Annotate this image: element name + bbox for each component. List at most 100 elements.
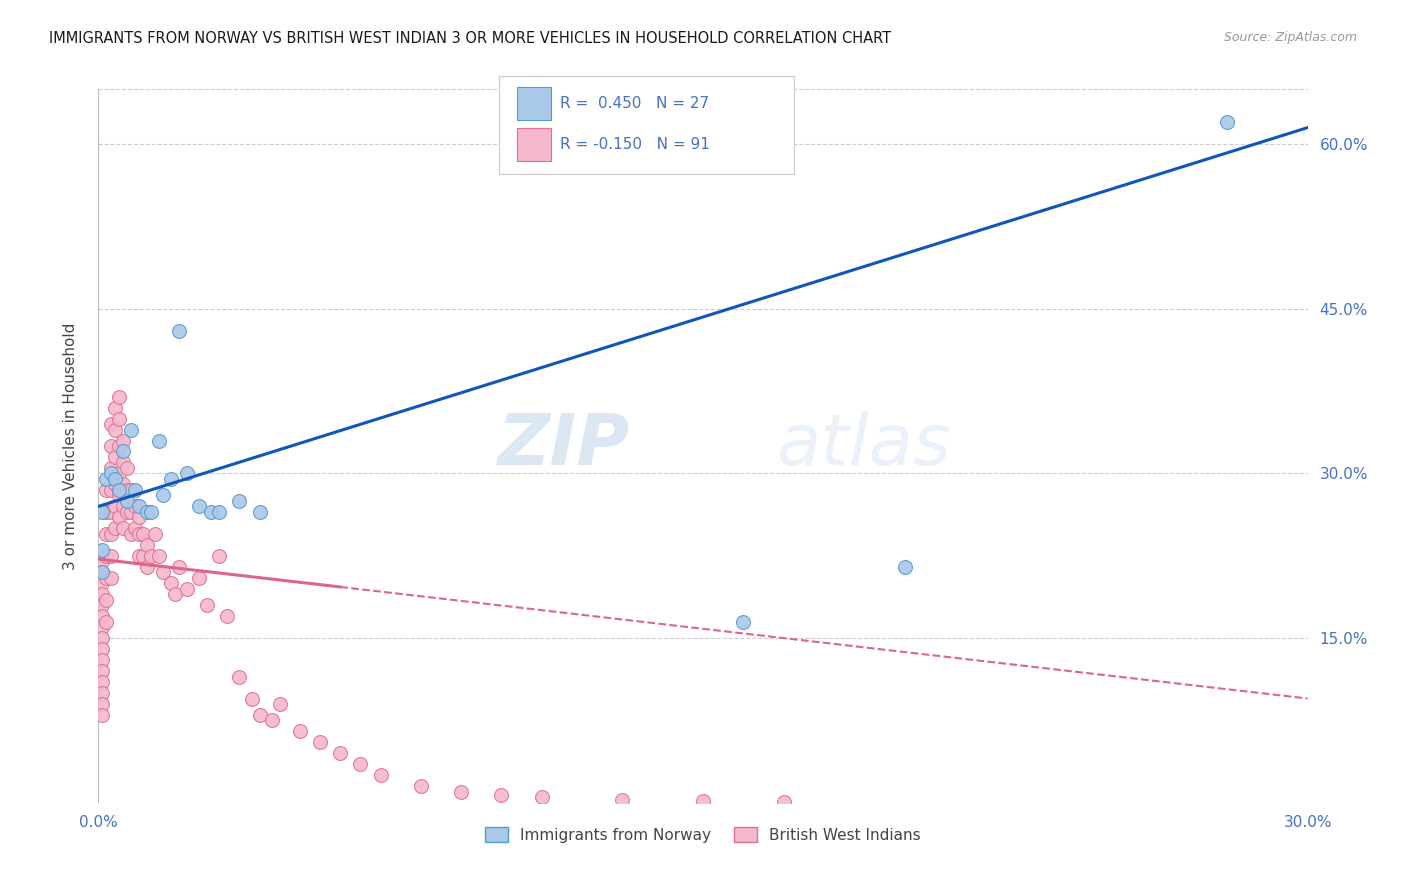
Point: [96, 549, 118, 563]
Point: [176, 582, 198, 596]
Point: [96, 526, 118, 541]
Point: [107, 488, 129, 502]
Point: [208, 505, 231, 519]
Point: [91, 609, 114, 624]
Point: [107, 411, 129, 425]
Point: [148, 434, 170, 448]
Point: [100, 526, 122, 541]
Point: [228, 669, 250, 683]
Point: [100, 571, 122, 585]
Point: [128, 526, 150, 541]
Point: [103, 521, 125, 535]
Point: [124, 521, 146, 535]
Point: [107, 483, 129, 497]
Point: [91, 566, 114, 580]
Point: [96, 571, 118, 585]
Point: [128, 500, 150, 514]
Point: [111, 434, 134, 448]
Point: [115, 461, 138, 475]
Point: [111, 477, 134, 491]
Point: [200, 505, 222, 519]
Point: [152, 488, 174, 502]
Point: [107, 390, 129, 404]
Point: [100, 461, 122, 475]
Point: [240, 691, 263, 706]
Point: [100, 549, 122, 563]
Point: [103, 423, 125, 437]
Point: [128, 549, 150, 563]
Point: [188, 500, 211, 514]
Point: [91, 566, 114, 580]
Point: [530, 790, 553, 805]
Point: [132, 549, 155, 563]
Point: [249, 505, 271, 519]
Point: [167, 559, 190, 574]
Point: [111, 521, 134, 535]
Point: [91, 576, 114, 591]
Point: [893, 559, 915, 574]
Point: [96, 505, 118, 519]
Point: [115, 494, 138, 508]
Point: [91, 505, 114, 519]
Text: atlas: atlas: [776, 411, 950, 481]
Point: [195, 598, 218, 612]
Point: [733, 615, 755, 629]
Point: [100, 467, 122, 481]
Point: [288, 724, 311, 739]
Point: [217, 609, 239, 624]
Point: [120, 483, 142, 497]
Point: [269, 697, 291, 711]
Text: ZIP: ZIP: [498, 411, 630, 481]
Text: Source: ZipAtlas.com: Source: ZipAtlas.com: [1223, 31, 1357, 45]
Point: [612, 792, 634, 806]
Point: [96, 472, 118, 486]
Point: [329, 747, 352, 761]
Point: [96, 483, 118, 497]
Point: [148, 549, 170, 563]
Point: [111, 500, 134, 514]
Point: [163, 587, 186, 601]
Point: [103, 500, 125, 514]
Point: [91, 686, 114, 700]
Point: [100, 505, 122, 519]
Point: [103, 401, 125, 415]
Point: [103, 450, 125, 464]
Point: [128, 510, 150, 524]
Point: [152, 566, 174, 580]
Point: [160, 576, 183, 591]
Point: [100, 483, 122, 497]
Text: IMMIGRANTS FROM NORWAY VS BRITISH WEST INDIAN 3 OR MORE VEHICLES IN HOUSEHOLD CO: IMMIGRANTS FROM NORWAY VS BRITISH WEST I…: [49, 31, 891, 46]
Point: [260, 714, 283, 728]
Point: [91, 631, 114, 645]
Point: [135, 505, 157, 519]
Point: [309, 735, 332, 749]
Point: [91, 642, 114, 657]
Point: [91, 708, 114, 723]
Point: [135, 559, 157, 574]
Point: [91, 554, 114, 568]
Point: [107, 467, 129, 481]
Point: [120, 526, 142, 541]
Point: [100, 417, 122, 431]
Point: [91, 620, 114, 634]
Point: [107, 510, 129, 524]
Point: [409, 780, 432, 794]
Y-axis label: 3 or more Vehicles in Household: 3 or more Vehicles in Household: [63, 322, 77, 570]
Point: [103, 477, 125, 491]
Legend: Immigrants from Norway, British West Indians: Immigrants from Norway, British West Ind…: [479, 821, 927, 848]
Point: [120, 423, 142, 437]
Point: [111, 455, 134, 469]
Point: [103, 472, 125, 486]
Point: [188, 571, 211, 585]
Point: [91, 675, 114, 690]
Point: [91, 543, 114, 558]
Point: [1216, 115, 1239, 129]
Point: [450, 785, 472, 799]
Point: [91, 598, 114, 612]
Point: [370, 768, 392, 782]
Point: [96, 615, 118, 629]
Point: [167, 324, 190, 338]
Point: [135, 538, 157, 552]
Point: [208, 549, 231, 563]
Point: [91, 587, 114, 601]
